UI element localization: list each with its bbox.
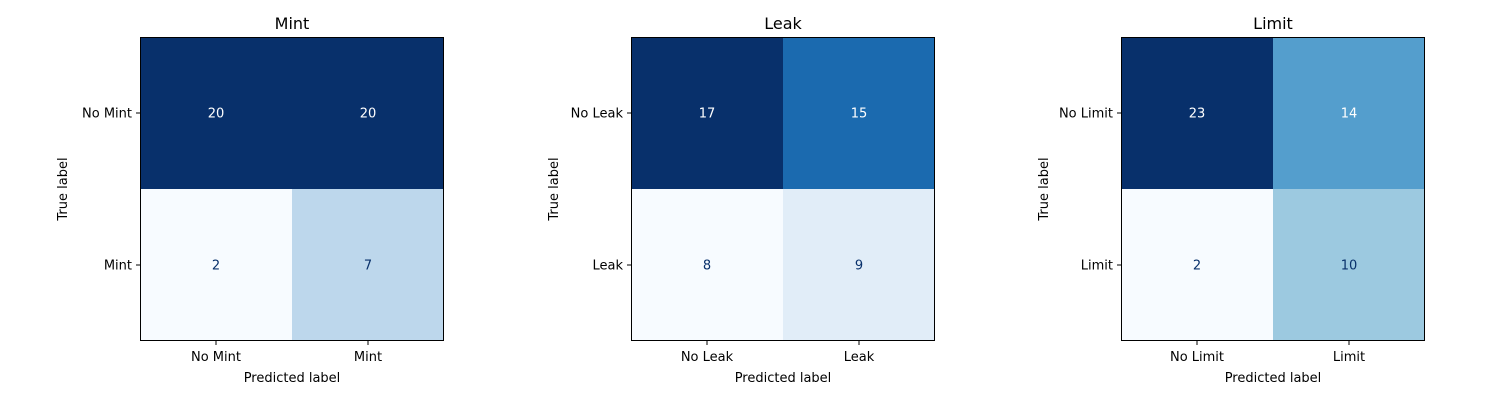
y-tick-label: Leak [592,259,623,274]
cell-value-label: 20 [360,107,377,122]
x-tick-label: Leak [844,350,875,365]
confusion-matrix-panel-3: 23 14 2 10 Limit No Limit Limit No Limit Limit Pr… [1037,14,1425,386]
y-tick-label: Limit [1081,259,1113,274]
cell-value-label: 10 [1341,259,1358,274]
cell-value-label: 17 [699,107,716,122]
y-axis-label: True label [1037,157,1052,221]
cell-value-label: 2 [1193,259,1201,274]
cell-value-label: 20 [208,107,225,122]
cell-value-label: 15 [851,107,868,122]
heatmap-cell [292,189,444,341]
y-tick-label: No Limit [1059,107,1113,122]
plot-frame [1121,37,1425,341]
y-axis-label: True label [547,157,562,221]
heatmap-cell [1121,189,1273,341]
heatmap-cell [1273,189,1425,341]
heatmap-cell [1121,37,1273,189]
x-axis-label: Predicted label [1225,371,1322,386]
y-tick-label: Mint [104,259,132,274]
confusion-matrix-panel-2: 17 15 8 9 Leak No Leak Leak No Leak Leak Predicte… [547,14,935,386]
heatmap-cell [783,37,935,189]
y-tick-label: No Leak [571,107,624,122]
cell-value-label: 14 [1341,107,1358,122]
x-axis-label: Predicted label [735,371,832,386]
x-tick-label: Mint [354,350,382,365]
x-axis-label: Predicted label [244,371,341,386]
chart-title: Mint [275,14,310,33]
cell-value-label: 7 [364,259,372,274]
chart-title: Limit [1253,14,1293,33]
y-axis-label: True label [56,157,71,221]
heatmap-cell [1273,37,1425,189]
x-tick-label: No Limit [1170,350,1224,365]
y-tick-label: No Mint [82,107,132,122]
cell-value-label: 23 [1189,107,1206,122]
confusion-matrix-panel-1: 20 20 2 7 Mint No Mint Mint No Mint Mint Predicte… [56,14,444,386]
plot-frame [140,37,444,341]
cell-value-label: 2 [212,259,220,274]
heatmap-cell [140,189,292,341]
chart-title: Leak [764,14,802,33]
x-tick-label: No Mint [191,350,241,365]
x-tick-label: No Leak [681,350,734,365]
heatmap-cell [140,37,292,189]
x-tick-label: Limit [1333,350,1365,365]
plot-frame [631,37,935,341]
heatmap-cell [631,189,783,341]
cell-value-label: 8 [703,259,711,274]
heatmap-cell [292,37,444,189]
cell-value-label: 9 [855,259,863,274]
heatmap-cell [631,37,783,189]
heatmap-cell [783,189,935,341]
